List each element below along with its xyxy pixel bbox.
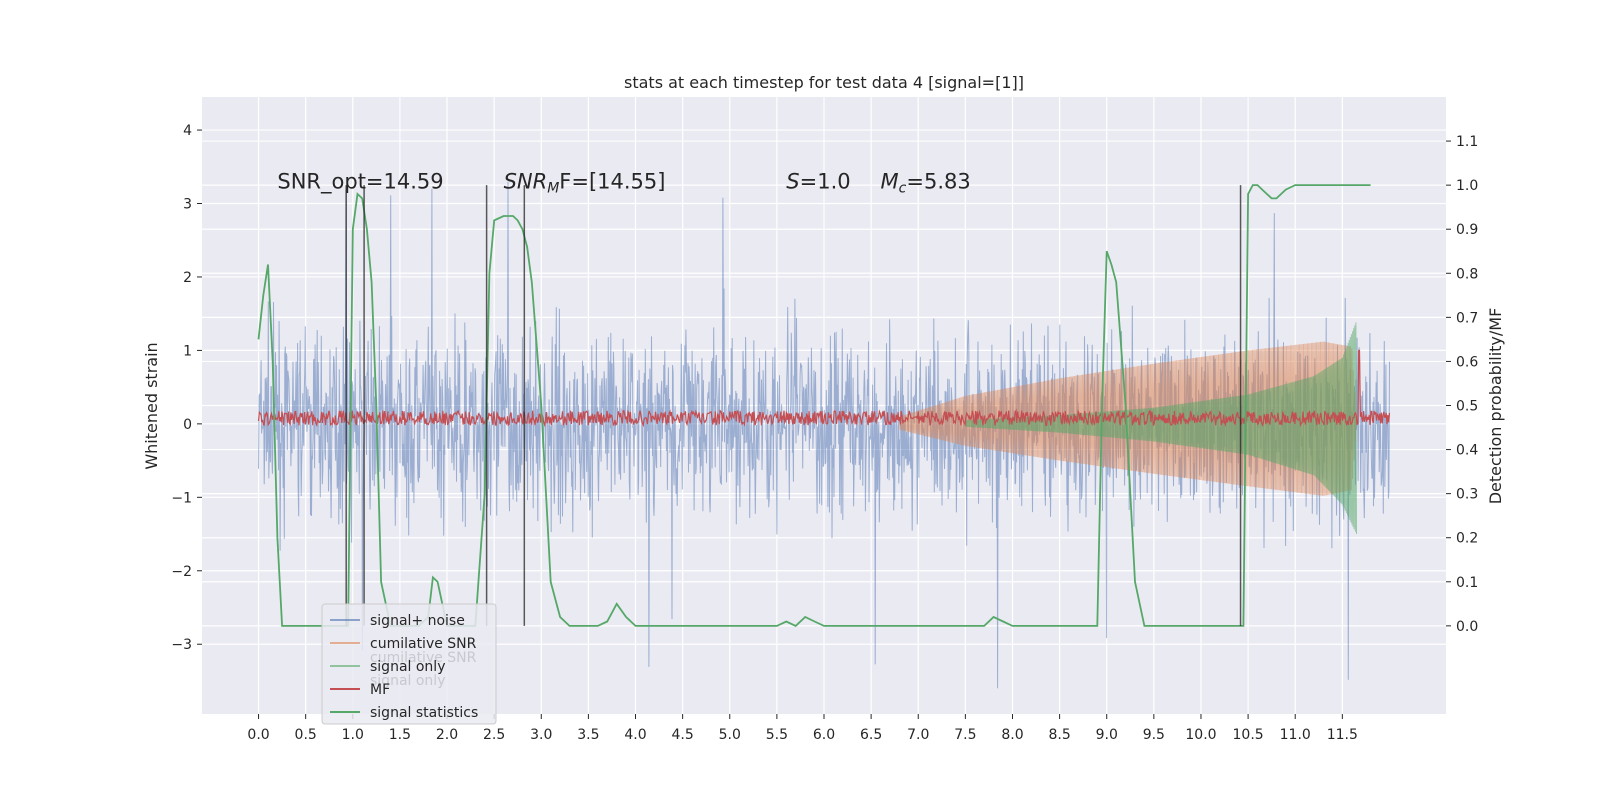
- legend-label: MF: [370, 682, 390, 698]
- y-tick-label-right: 1.0: [1456, 178, 1478, 194]
- x-tick-label: 9.0: [1096, 727, 1118, 743]
- y-axis-label-left: Whitened strain: [142, 342, 161, 469]
- x-tick-label: 10.5: [1233, 727, 1264, 743]
- legend-box: [321, 603, 497, 725]
- y-tick-label-left: −3: [171, 637, 192, 653]
- y-tick-label-left: 4: [183, 123, 192, 139]
- legend-label: signal+ noise: [370, 613, 465, 629]
- x-tick-label: 0.0: [247, 727, 269, 743]
- x-tick-label: 11.0: [1280, 727, 1311, 743]
- legend-ghost-label: signal only: [370, 673, 445, 689]
- x-tick-label: 10.0: [1185, 727, 1216, 743]
- y-tick-label-right: 0.5: [1456, 399, 1478, 415]
- x-tick-label: 8.5: [1048, 727, 1070, 743]
- x-tick-label: 0.5: [295, 727, 317, 743]
- y-tick-label-right: 0.0: [1456, 619, 1478, 635]
- y-tick-label-right: 0.6: [1456, 354, 1478, 370]
- x-tick-label: 5.0: [719, 727, 741, 743]
- x-tick-label: 6.0: [813, 727, 835, 743]
- x-tick-label: 3.0: [530, 727, 552, 743]
- y-tick-label-left: −1: [171, 490, 192, 506]
- series-layer: [257, 181, 1391, 689]
- y-tick-label-right: 0.7: [1456, 310, 1478, 326]
- series-signal-statistics: [257, 184, 1371, 627]
- y-tick-label-left: 3: [183, 197, 192, 213]
- annotation-3: Mc=5.83: [881, 169, 971, 196]
- annotation-1: SNRMF=[14.55]: [504, 169, 666, 196]
- chart-title: stats at each timestep for test data 4 […: [624, 73, 1024, 92]
- x-tick-label: 8.0: [1001, 727, 1023, 743]
- x-tick-label: 4.5: [672, 727, 694, 743]
- legend-ghost-label: cumilative SNR: [370, 650, 477, 666]
- annotation-0: SNR_opt=14.59: [277, 169, 443, 194]
- x-tick-label: 1.5: [389, 727, 411, 743]
- x-tick-label: 5.5: [766, 727, 788, 743]
- annotations: SNR_opt=14.59 SNRMF=[14.55] S=1.0 Mc=5.83: [277, 169, 970, 196]
- y-tick-label-left: 2: [183, 270, 192, 286]
- x-tick-label: 9.5: [1143, 727, 1165, 743]
- y-tick-label-right: 0.1: [1456, 575, 1478, 591]
- y-axis-label-right: Detection probability/MF: [1486, 308, 1505, 505]
- x-tick-label: 2.5: [483, 727, 505, 743]
- x-tick-label: 3.5: [577, 727, 599, 743]
- y-tick-label-left: −2: [171, 564, 192, 580]
- y-tick-label-left: 1: [183, 343, 192, 359]
- y-tick-label-right: 1.1: [1456, 134, 1478, 150]
- y-tick-label-right: 0.8: [1456, 266, 1478, 282]
- y-tick-label-right: 0.9: [1456, 222, 1478, 238]
- x-tick-label: 1.0: [342, 727, 364, 743]
- legend-label: signal only: [370, 659, 445, 675]
- series-signal-only: [964, 322, 1357, 535]
- x-tick-label: 4.0: [624, 727, 646, 743]
- x-tick-label: 7.0: [907, 727, 929, 743]
- x-tick-label: 11.5: [1327, 727, 1358, 743]
- series-mf: [257, 349, 1391, 428]
- x-tick-label: 6.5: [860, 727, 882, 743]
- legend-label: signal statistics: [370, 705, 478, 721]
- y-tick-label-right: 0.2: [1456, 531, 1478, 547]
- y-tick-label-left: 0: [183, 417, 192, 433]
- y-tick-label-right: 0.3: [1456, 487, 1478, 503]
- x-tick-label: 7.5: [954, 727, 976, 743]
- y-tick-label-right: 0.4: [1456, 443, 1478, 459]
- x-tick-label: 2.0: [436, 727, 458, 743]
- legend-label: cumilative SNR: [370, 636, 477, 652]
- annotation-2: S=1.0: [786, 169, 850, 193]
- ticks: 0.0 0.5 1.0 1.5 2.0 2.5 3.0 3.5 4.0 4.5 5.0 5.5 6.0 6…: [171, 123, 1478, 743]
